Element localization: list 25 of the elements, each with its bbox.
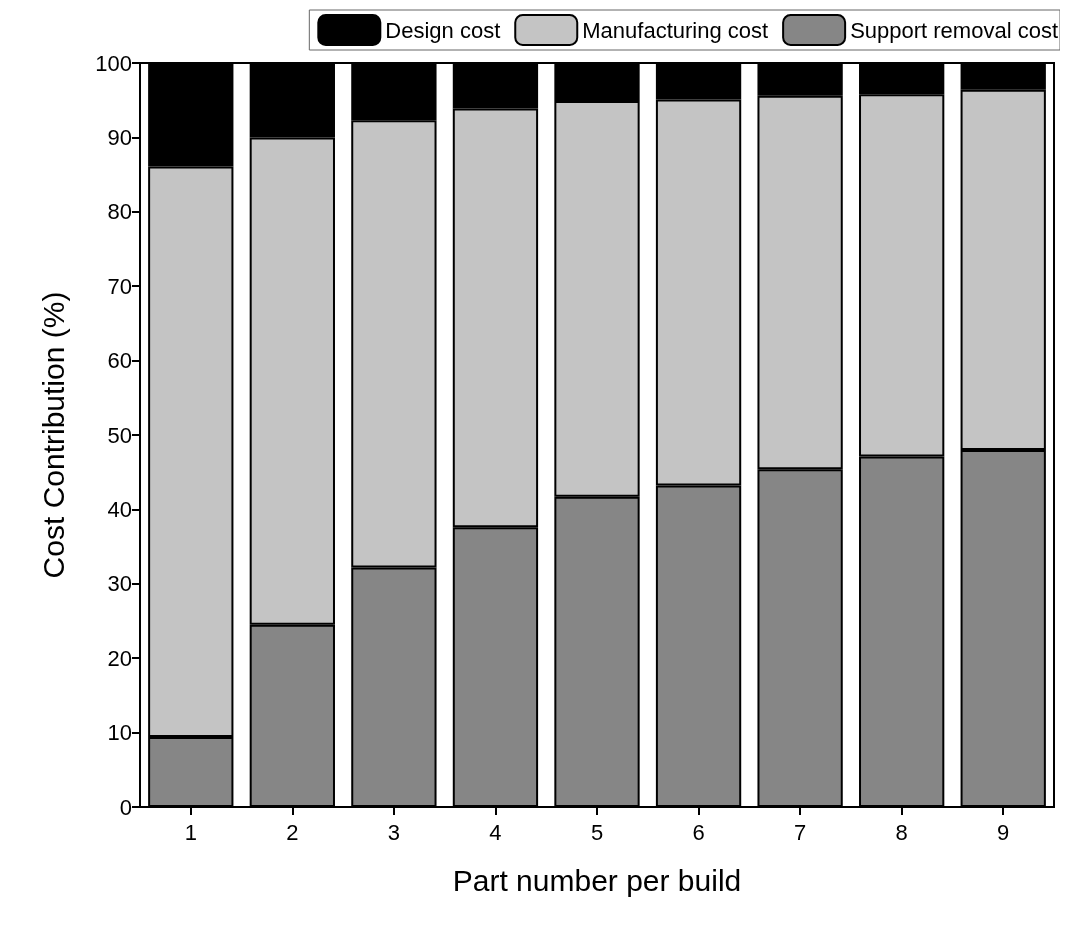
x-tick-label: 8: [895, 819, 908, 845]
x-tick-label: 7: [793, 819, 807, 845]
y-tick-label: 70: [107, 273, 132, 299]
legend-label: Design cost: [385, 17, 501, 43]
y-tick-label: 50: [107, 422, 132, 448]
y-tick-label: 0: [119, 794, 132, 820]
y-tick-label: 40: [107, 496, 132, 522]
y-axis-title: Cost Contribution (%): [36, 291, 70, 579]
y-tick-label: 80: [107, 199, 132, 225]
x-tick-label: 6: [692, 819, 705, 845]
legend-label: Support removal cost: [850, 17, 1058, 43]
y-tick-label: 10: [107, 720, 132, 746]
y-tick-label: 30: [107, 571, 132, 597]
y-tick-label: 90: [107, 124, 132, 150]
x-tick-label: 3: [387, 819, 401, 845]
x-axis-title: Part number per build: [452, 863, 742, 897]
x-tick-label: 1: [184, 819, 197, 845]
y-tick-label: 60: [107, 348, 132, 374]
y-tick-label: 100: [95, 50, 132, 76]
legend-label: Manufacturing cost: [582, 17, 769, 43]
x-tick-label: 2: [286, 819, 299, 845]
y-tick-label: 20: [107, 645, 132, 671]
x-tick-label: 5: [590, 819, 604, 845]
x-tick-label: 4: [489, 819, 502, 845]
x-tick-label: 9: [997, 819, 1010, 845]
